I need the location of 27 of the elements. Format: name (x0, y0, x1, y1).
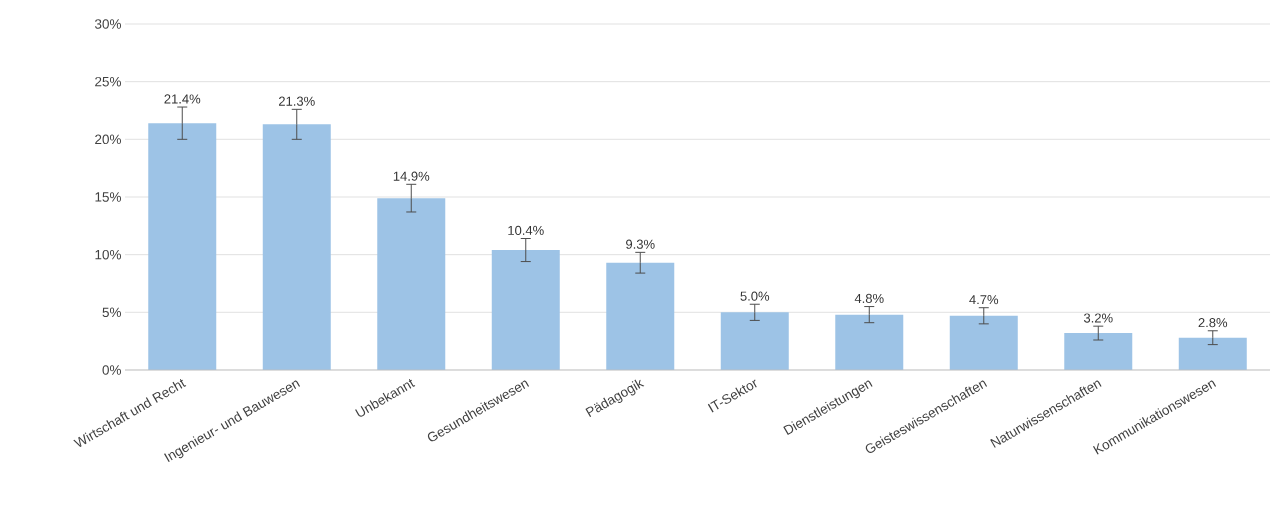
data-label: 9.3% (626, 239, 655, 249)
data-label: 21.3% (278, 96, 315, 106)
bar (377, 198, 446, 370)
bar (1064, 333, 1133, 370)
data-label: 3.2% (1083, 313, 1113, 323)
y-tick-label: 20% (95, 134, 121, 145)
bar (1178, 337, 1247, 370)
bar (606, 262, 675, 370)
bar (720, 312, 789, 370)
y-tick-label: 15% (95, 192, 121, 202)
data-label: 10.4% (508, 225, 544, 235)
bar (148, 123, 217, 370)
data-label: 2.8% (1198, 318, 1228, 328)
bar (262, 124, 331, 370)
y-tick-label: 5% (102, 307, 121, 318)
data-label: 4.8% (854, 293, 884, 304)
y-tick-label: 0% (102, 365, 121, 375)
data-label: 5.0% (740, 291, 770, 301)
bar (835, 314, 904, 370)
y-tick-label: 25% (95, 76, 121, 87)
y-tick-label: 30% (94, 19, 121, 29)
data-label: 21.4% (164, 94, 201, 104)
bar (491, 250, 560, 370)
data-label: 14.9% (393, 171, 430, 181)
data-label: 4.7% (969, 295, 999, 305)
y-tick-label: 10% (95, 249, 121, 260)
bar (949, 315, 1018, 370)
